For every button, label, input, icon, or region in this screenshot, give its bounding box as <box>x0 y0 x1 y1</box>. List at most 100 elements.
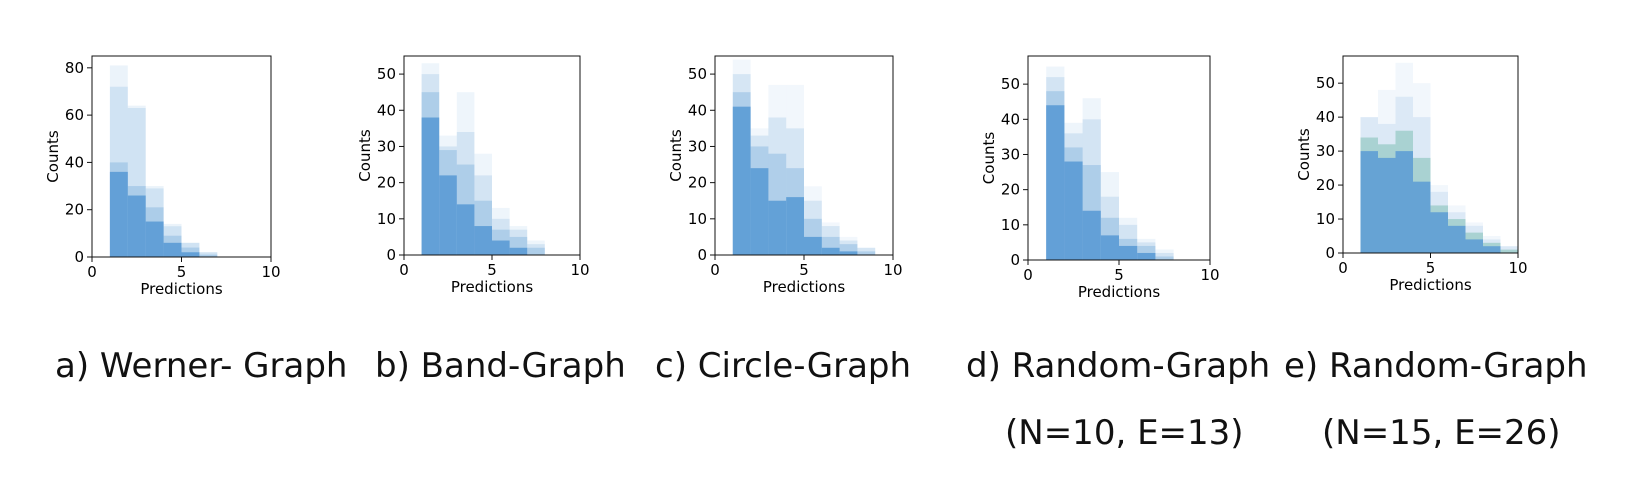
bar <box>732 74 751 255</box>
bar <box>857 251 876 255</box>
bar <box>1119 245 1138 260</box>
bar <box>1430 191 1448 253</box>
x-tick-label: 0 <box>1023 266 1033 284</box>
bar <box>786 168 804 255</box>
y-tick-label: 50 <box>1001 75 1020 93</box>
y-axis-label: Counts <box>44 130 62 183</box>
bar <box>786 128 804 255</box>
bar <box>1082 98 1101 260</box>
bar <box>1360 151 1378 253</box>
y-tick-label: 20 <box>1001 181 1020 199</box>
bar <box>732 59 751 256</box>
panel-caption: d) Random-Graph <box>966 346 1271 386</box>
y-tick-label: 0 <box>74 248 84 266</box>
y-tick-label: 30 <box>1001 145 1020 163</box>
bar <box>804 186 822 255</box>
x-tick-label: 10 <box>1200 266 1219 284</box>
bar <box>1395 62 1413 253</box>
x-tick-label: 10 <box>570 261 589 279</box>
bar <box>509 247 528 255</box>
bar <box>527 247 545 255</box>
y-tick-label: 0 <box>1010 251 1020 269</box>
x-tick-label: 10 <box>883 261 902 279</box>
bar <box>474 200 492 255</box>
bar <box>1064 147 1083 260</box>
bar <box>421 92 440 255</box>
bar <box>1100 196 1119 260</box>
bar <box>109 162 128 257</box>
bar <box>1155 256 1174 260</box>
bar <box>821 236 840 255</box>
bar <box>1046 66 1065 260</box>
bar <box>1413 83 1431 253</box>
bar <box>1500 249 1518 253</box>
bar <box>1119 238 1138 260</box>
bar <box>181 247 200 257</box>
plot-frame <box>1342 55 1519 254</box>
y-tick-label: 20 <box>377 174 396 192</box>
bar <box>857 247 876 255</box>
x-axis-label: Predictions <box>763 278 846 296</box>
bar <box>474 175 492 255</box>
bar <box>1119 224 1138 260</box>
y-axis-label: Counts <box>1295 128 1313 181</box>
y-tick-label: 30 <box>688 137 707 155</box>
bar <box>786 84 804 255</box>
x-tick-label: 10 <box>1508 259 1527 277</box>
bar <box>839 251 858 255</box>
bar <box>492 207 510 255</box>
x-axis-label: Predictions <box>1389 276 1472 294</box>
bar <box>1360 117 1378 253</box>
bar <box>127 195 146 257</box>
bar <box>1082 119 1101 260</box>
bar <box>750 135 769 255</box>
bar <box>1378 89 1396 253</box>
bar <box>1360 137 1378 253</box>
bar <box>163 223 182 257</box>
y-tick-label: 20 <box>65 201 84 219</box>
bar <box>1046 77 1065 260</box>
bar <box>1360 117 1378 253</box>
y-tick-label: 60 <box>65 106 84 124</box>
bar <box>1155 249 1174 260</box>
bar <box>1413 117 1431 253</box>
bar <box>1378 157 1396 253</box>
y-tick-label: 50 <box>377 65 396 83</box>
bar <box>768 84 787 255</box>
y-axis-label: Counts <box>667 129 685 182</box>
bar <box>1046 105 1065 260</box>
bar <box>1137 242 1156 260</box>
bar <box>421 63 440 256</box>
bar <box>1100 172 1119 260</box>
bar <box>199 252 218 257</box>
bar <box>750 128 769 255</box>
y-axis-label: Counts <box>980 132 998 185</box>
y-tick-label: 10 <box>688 210 707 228</box>
bar <box>1082 210 1101 260</box>
bar <box>492 218 510 255</box>
panel-caption: b) Band-Graph <box>375 346 626 386</box>
bar <box>439 175 457 255</box>
bar <box>145 207 164 257</box>
bar <box>1395 96 1413 253</box>
bar <box>1465 239 1483 253</box>
bar <box>1483 239 1501 253</box>
x-tick-label: 5 <box>1426 259 1436 277</box>
bar <box>732 106 751 256</box>
y-tick-label: 40 <box>1001 110 1020 128</box>
bar <box>1483 242 1501 253</box>
bar <box>1448 225 1466 253</box>
bar <box>750 168 769 255</box>
bar <box>821 222 840 255</box>
bar <box>474 226 492 255</box>
bar <box>857 247 876 255</box>
bar <box>1119 217 1138 260</box>
bar <box>1483 246 1501 253</box>
bar <box>768 153 787 255</box>
bar <box>1064 161 1083 260</box>
bar <box>163 235 182 257</box>
bar <box>1430 212 1448 253</box>
x-tick-label: 0 <box>87 263 97 281</box>
bar <box>181 252 200 257</box>
plot-frame <box>714 55 894 256</box>
